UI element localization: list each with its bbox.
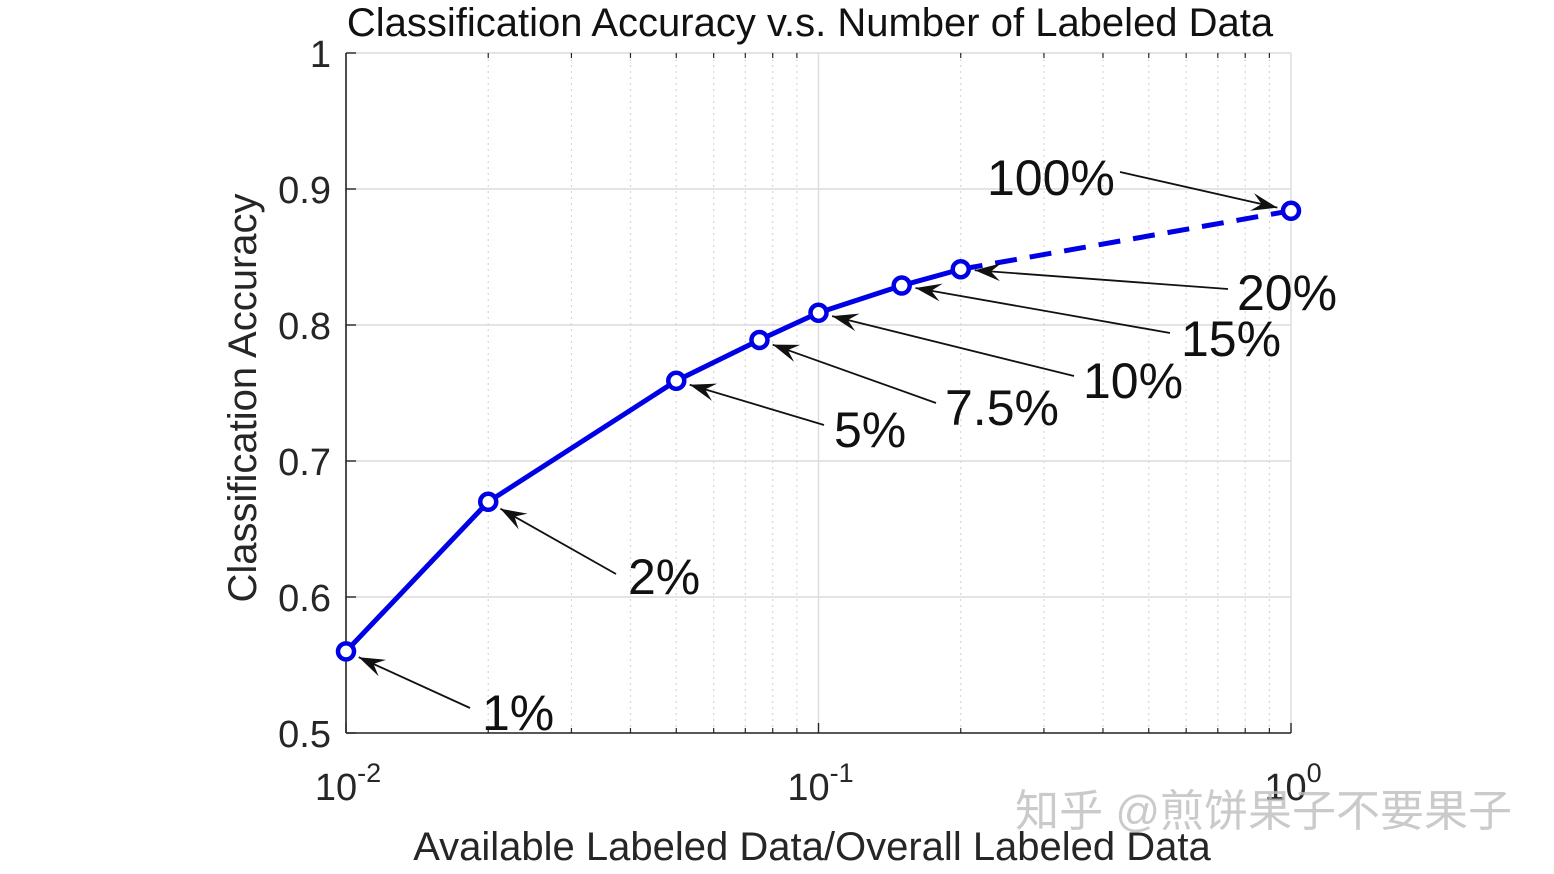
data-point xyxy=(666,370,687,392)
data-point xyxy=(891,275,912,296)
x-axis-label: Available Labeled Data/Overall Labeled D… xyxy=(413,825,1211,869)
data-point xyxy=(808,302,829,324)
x-tick-label: 10-1 xyxy=(787,758,853,809)
annotation-arrowhead xyxy=(1250,193,1278,211)
annotation-arrowhead xyxy=(915,283,943,302)
y-tick-label: 0.6 xyxy=(278,578,331,620)
annotation-label: 7.5% xyxy=(945,380,1059,436)
annotation-arrowhead xyxy=(832,313,860,332)
annotation-label: 2% xyxy=(628,549,700,605)
annotation-arrow-line xyxy=(358,656,471,709)
y-tick-label: 1 xyxy=(310,34,331,76)
annotation-arrowhead xyxy=(772,344,801,362)
annotation-arrowhead xyxy=(689,383,718,401)
annotation-label: 1% xyxy=(482,685,554,741)
y-tick-label: 0.9 xyxy=(278,170,331,212)
data-series xyxy=(335,200,1302,662)
annotation-arrowhead xyxy=(358,657,387,677)
annotation-label: 20% xyxy=(1237,265,1337,321)
x-tick-label: 10-2 xyxy=(315,758,381,809)
data-point xyxy=(749,329,770,351)
data-point xyxy=(950,258,971,280)
annotation-arrow-line xyxy=(974,269,1229,290)
annotation-arrow-line xyxy=(689,383,825,426)
annotation-arrowhead xyxy=(974,263,1002,282)
data-point xyxy=(1280,200,1302,222)
data-point xyxy=(477,491,499,513)
annotation-label: 10% xyxy=(1083,353,1183,409)
chart-title: Classification Accuracy v.s. Number of L… xyxy=(347,1,1274,45)
axes: 10-2 10-1 100 0.5 0.6 0.7 0.8 0.9 1 xyxy=(278,34,1321,809)
annotation-arrow-line xyxy=(831,315,1075,377)
annotation-arrowhead xyxy=(500,508,528,530)
annotation-label: 100% xyxy=(987,150,1115,206)
y-tick-label: 0.5 xyxy=(278,714,331,756)
annotations: 1% 2% 5% 7.5% 10%15%20% 100% xyxy=(358,150,1337,741)
y-tick-label: 0.8 xyxy=(278,306,331,348)
annotation-label: 5% xyxy=(834,402,906,458)
annotation-arrow-line xyxy=(772,343,937,404)
annotation-arrow-line xyxy=(1119,171,1278,209)
watermark-text: 知乎 @煎饼果子不要果子 xyxy=(1015,787,1512,836)
annotation-label: 15% xyxy=(1181,311,1281,367)
y-axis-label: Classification Accuracy xyxy=(221,193,265,602)
annotation-arrow-line xyxy=(915,287,1171,334)
data-point xyxy=(335,641,357,662)
y-tick-label: 0.7 xyxy=(278,442,331,484)
annotation-arrow-line xyxy=(499,507,617,575)
x-tick-label: 100 xyxy=(1264,758,1321,809)
series-line-dashed xyxy=(960,208,1292,272)
